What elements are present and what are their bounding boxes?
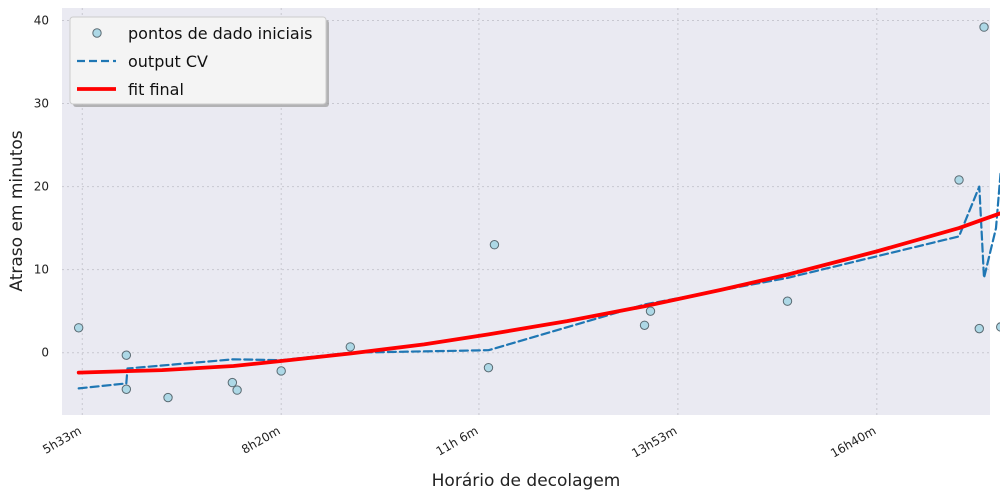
data-point <box>73 323 84 333</box>
x-tick-label: 11h 6m <box>434 423 481 458</box>
data-point <box>954 175 964 185</box>
data-point <box>782 296 793 306</box>
y-tick-label: 0 <box>41 346 49 360</box>
y-axis-title: Atraso em minutos <box>7 130 27 291</box>
data-point <box>639 320 650 330</box>
data-point <box>483 362 494 373</box>
data-point <box>489 240 500 250</box>
cv-output-line <box>77 170 1000 390</box>
y-tick-label: 30 <box>34 97 49 111</box>
x-tick-label: 13h53m <box>629 423 679 460</box>
final-fit-line <box>76 211 1000 375</box>
data-point <box>163 392 173 403</box>
x-tick-label: 8h20m <box>239 423 283 456</box>
data-point <box>974 323 984 334</box>
x-axis-title: Horário de decolagem <box>432 471 621 491</box>
data-point <box>227 377 238 388</box>
x-tick-label: 16h40m <box>828 423 878 460</box>
y-tick-label: 40 <box>34 13 49 27</box>
y-tick-label: 20 <box>34 180 49 194</box>
y-tick-label: 10 <box>34 263 49 277</box>
data-point <box>996 322 1000 332</box>
data-point <box>345 342 355 352</box>
data-point <box>645 306 656 316</box>
legend: pontos de dado iniciais output CV fit fina… <box>69 16 329 107</box>
legend-marker <box>92 28 102 38</box>
series-layer <box>73 22 1000 403</box>
data-point <box>979 22 989 32</box>
data-point <box>121 384 132 394</box>
legend-label: pontos de dado iniciais <box>128 24 313 43</box>
legend-box <box>69 16 327 105</box>
legend-label: output CV <box>128 52 208 71</box>
legend-label: fit final <box>128 80 184 99</box>
data-point <box>276 366 286 376</box>
data-point <box>121 350 132 360</box>
x-tick-label: 5h33m <box>40 423 84 456</box>
data-point <box>232 385 242 395</box>
